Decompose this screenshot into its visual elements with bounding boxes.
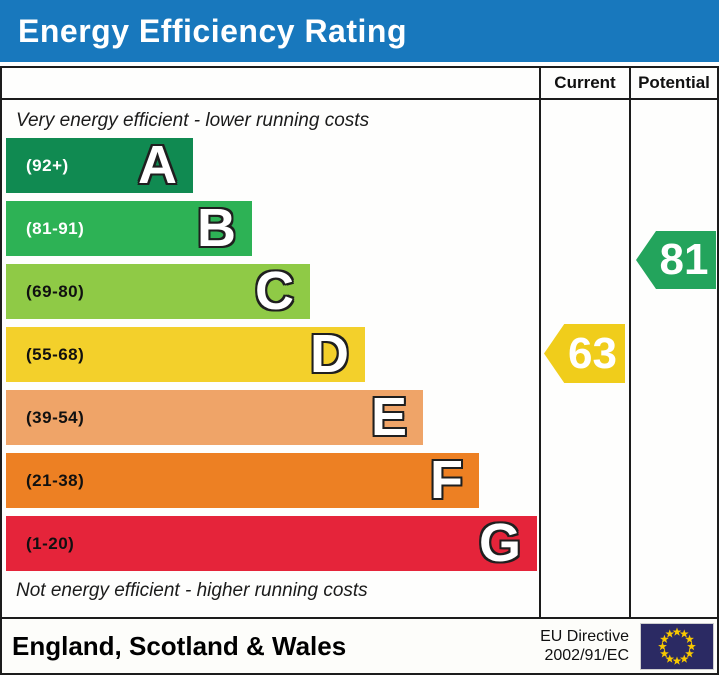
band-range-label: (55-68) xyxy=(26,344,85,364)
eu-flag-icon xyxy=(641,623,713,669)
band-letter: G xyxy=(478,512,521,573)
top-note: Very energy efficient - lower running co… xyxy=(16,110,370,131)
potential-rating-value: 81 xyxy=(659,235,709,284)
potential-header-label: Potential xyxy=(638,73,710,92)
band-C: (69-80) C xyxy=(6,260,310,321)
band-letter: D xyxy=(310,323,349,384)
band-A: (92+) A xyxy=(6,134,193,195)
band-E: (39-54) E xyxy=(6,386,423,447)
band-letter: C xyxy=(255,260,294,321)
page-title: Energy Efficiency Rating xyxy=(18,12,407,49)
current-rating-arrow: 63 xyxy=(544,324,625,383)
band-range-label: (21-38) xyxy=(26,470,85,490)
current-rating-value: 63 xyxy=(568,328,617,378)
band-D: (55-68) D xyxy=(6,323,365,384)
potential-column-body xyxy=(629,100,717,617)
band-range-label: (69-80) xyxy=(26,281,85,301)
band-range-label: (39-54) xyxy=(26,407,85,427)
current-header-label: Current xyxy=(554,73,616,92)
potential-column-header: Potential xyxy=(629,68,717,100)
band-G: (1-20) G xyxy=(6,512,537,573)
region-label: England, Scotland & Wales xyxy=(12,630,347,661)
band-range-label: (81-91) xyxy=(26,218,85,238)
eu-directive-label: EU Directive 2002/91/EC xyxy=(540,628,629,664)
band-range-label: (1-20) xyxy=(26,533,75,553)
chart-header-spacer xyxy=(2,68,539,100)
current-column-body xyxy=(539,100,629,617)
band-B: (81-91) B xyxy=(6,197,252,258)
bottom-note: Not energy efficient - higher running co… xyxy=(16,580,368,601)
current-column-header: Current xyxy=(539,68,629,100)
title-bar: Energy Efficiency Rating xyxy=(0,0,719,62)
rating-table: Current Potential Very energy efficient … xyxy=(0,66,719,675)
band-letter: B xyxy=(197,197,236,258)
band-letter: E xyxy=(370,386,407,447)
band-letter: F xyxy=(430,449,463,510)
footer: England, Scotland & Wales EU Directive 2… xyxy=(2,617,717,673)
band-F: (21-38) F xyxy=(6,449,479,510)
band-range-label: (92+) xyxy=(26,155,69,175)
rating-chart: Very energy efficient - lower running co… xyxy=(2,100,539,617)
band-letter: A xyxy=(138,134,177,195)
